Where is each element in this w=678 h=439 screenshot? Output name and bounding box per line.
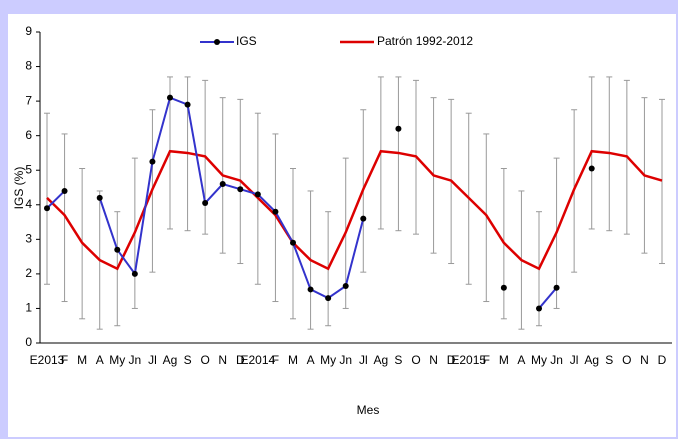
x-tick-label: E2013 xyxy=(30,353,65,367)
data-point xyxy=(237,186,244,193)
x-tick-label: My xyxy=(109,353,125,367)
data-point xyxy=(395,125,402,132)
data-point xyxy=(325,295,332,302)
data-point xyxy=(536,305,542,312)
x-tick-label: F xyxy=(61,353,68,367)
x-tick-label: E2015 xyxy=(451,353,486,367)
data-point xyxy=(553,284,560,291)
data-point xyxy=(290,239,296,246)
y-tick-label: 1 xyxy=(25,301,32,315)
series-line xyxy=(46,149,663,271)
x-tick-label: A xyxy=(517,353,525,367)
x-tick-label: M xyxy=(288,353,298,367)
y-tick-label: 0 xyxy=(25,335,32,349)
chart-panel xyxy=(8,14,676,437)
data-point xyxy=(342,282,349,289)
data-point xyxy=(149,158,156,165)
data-point xyxy=(167,94,173,101)
x-tick-label: M xyxy=(77,353,87,367)
y-tick-label: 3 xyxy=(25,232,32,246)
data-point xyxy=(131,270,138,277)
data-point xyxy=(219,181,226,188)
data-point xyxy=(114,246,121,253)
x-tick-label: Ag xyxy=(163,353,178,367)
x-tick-label: S xyxy=(394,353,402,367)
x-tick-label: O xyxy=(622,353,631,367)
data-point xyxy=(44,205,50,212)
series-line xyxy=(98,96,365,300)
y-tick-label: 9 xyxy=(25,24,32,38)
data-point xyxy=(500,284,507,291)
data-point xyxy=(307,286,314,293)
x-tick-label: E2014 xyxy=(241,353,276,367)
data-point xyxy=(61,187,68,194)
x-tick-label: O xyxy=(200,353,209,367)
x-tick-label: N xyxy=(640,353,649,367)
y-tick-label: 4 xyxy=(25,197,32,211)
x-tick-label: A xyxy=(96,353,104,367)
x-tick-label: Jl xyxy=(359,353,368,367)
x-tick-label: D xyxy=(236,353,245,367)
x-tick-label: My xyxy=(320,353,336,367)
data-point xyxy=(272,208,279,215)
series-line xyxy=(46,190,66,209)
x-tick-label: D xyxy=(447,353,456,367)
x-tick-label: Ag xyxy=(374,353,389,367)
x-axis-label: Mes xyxy=(357,403,380,417)
data-point xyxy=(254,191,261,198)
x-tick-label: Jl xyxy=(570,353,579,367)
data-point xyxy=(588,165,595,172)
x-tick-label: Ag xyxy=(584,353,599,367)
x-tick-label: D xyxy=(658,353,667,367)
x-tick-label: F xyxy=(483,353,490,367)
x-tick-label: O xyxy=(411,353,420,367)
x-tick-label: Jn xyxy=(339,353,352,367)
y-axis-label: IGS (%) xyxy=(12,167,26,210)
y-tick-label: 2 xyxy=(25,266,32,280)
data-point xyxy=(202,200,209,207)
x-tick-label: S xyxy=(184,353,192,367)
x-tick-label: N xyxy=(429,353,438,367)
legend-swatch xyxy=(214,39,220,45)
legend-label: Patrón 1992-2012 xyxy=(377,34,473,48)
x-tick-label: N xyxy=(218,353,227,367)
x-tick-label: Jn xyxy=(129,353,142,367)
y-tick-label: 7 xyxy=(25,93,32,107)
series-line xyxy=(538,287,558,310)
y-tick-label: 5 xyxy=(25,162,32,176)
x-tick-label: M xyxy=(499,353,509,367)
legend-label: IGS xyxy=(236,34,257,48)
data-point xyxy=(96,194,103,201)
x-tick-label: S xyxy=(605,353,613,367)
y-tick-label: 8 xyxy=(25,59,32,73)
data-point xyxy=(360,215,367,222)
x-tick-label: F xyxy=(272,353,279,367)
x-tick-label: My xyxy=(531,353,547,367)
x-tick-label: Jl xyxy=(148,353,157,367)
x-tick-label: Jn xyxy=(550,353,563,367)
data-point xyxy=(184,101,191,108)
y-tick-label: 6 xyxy=(25,128,32,142)
x-tick-label: A xyxy=(307,353,315,367)
